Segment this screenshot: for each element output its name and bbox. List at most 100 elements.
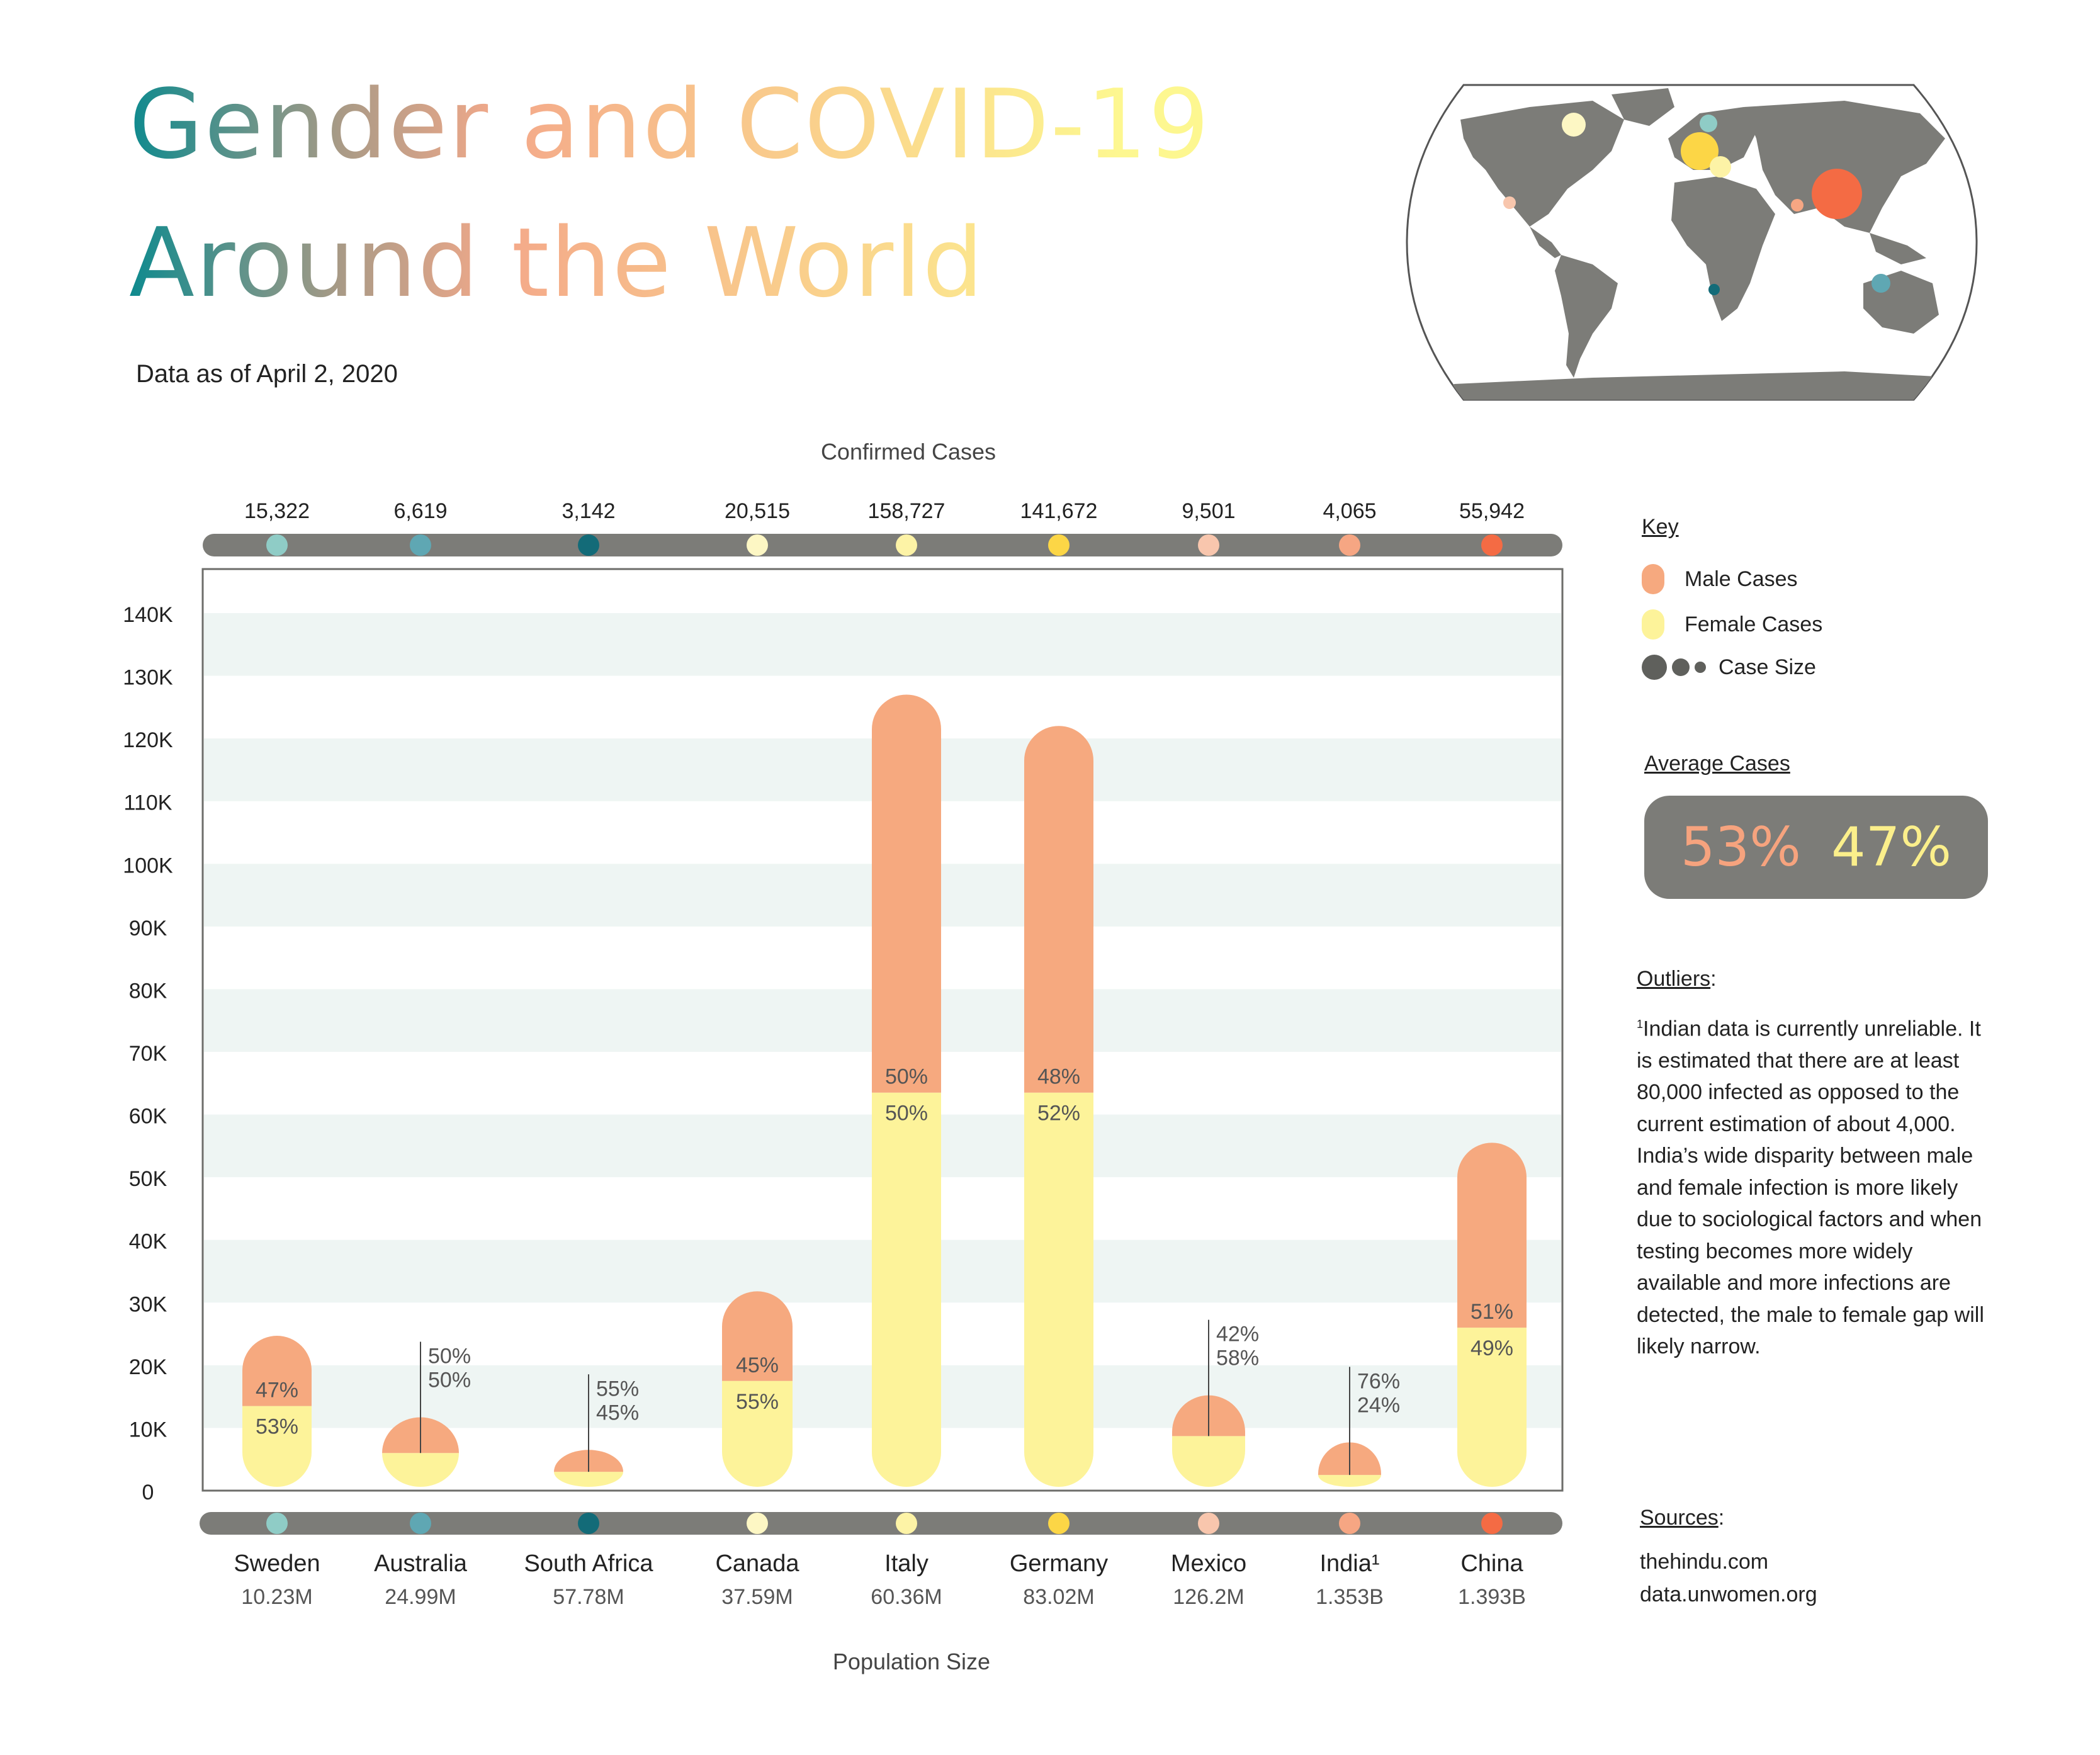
source-link[interactable]: data.unwomen.org bbox=[1640, 1583, 1817, 1606]
case-dot-bottom bbox=[896, 1513, 917, 1534]
y-tick-label: 40K bbox=[129, 1230, 167, 1254]
bar-male-segment bbox=[722, 1291, 793, 1381]
confirmed-cases-label: 9,501 bbox=[1182, 499, 1235, 523]
confirmed-cases-label: 6,619 bbox=[393, 499, 447, 523]
bar-female-segment bbox=[554, 1472, 623, 1487]
outliers-text: Indian data is currently unreliable. It … bbox=[1637, 1017, 1984, 1359]
cases-chart: 0 10K 20K 30K 40K 50K 60K 70K 80K 90K 100K 110K 120K… bbox=[123, 439, 1564, 1674]
country-label: China bbox=[1460, 1550, 1523, 1577]
case-dot-top bbox=[747, 534, 768, 556]
case-dot-bottom bbox=[747, 1513, 768, 1534]
male-pct-label: 50% bbox=[428, 1345, 471, 1368]
land-africa bbox=[1671, 176, 1775, 321]
confirmed-cases-label: 158,727 bbox=[868, 499, 946, 523]
key-case-size-label: Case Size bbox=[1719, 655, 1816, 679]
population-label: 10.23M bbox=[241, 1585, 312, 1609]
female-pct-label: 52% bbox=[1037, 1102, 1080, 1126]
bar-male-segment bbox=[242, 1336, 312, 1406]
case-dot-bottom bbox=[1339, 1513, 1360, 1534]
country-label: South Africa bbox=[524, 1550, 654, 1577]
y-tick-label: 70K bbox=[129, 1042, 167, 1066]
case-dot-bottom bbox=[266, 1513, 288, 1534]
male-pct-label: 45% bbox=[736, 1353, 779, 1377]
population-label: 37.59M bbox=[721, 1585, 793, 1609]
y-tick-label: 30K bbox=[129, 1292, 167, 1316]
land-south-america bbox=[1555, 255, 1618, 378]
outliers-note: 1Indian data is currently unreliable. It… bbox=[1637, 1008, 1989, 1363]
male-pct-label: 50% bbox=[885, 1065, 928, 1089]
source-link[interactable]: thehindu.com bbox=[1640, 1550, 1769, 1574]
map-dot-india bbox=[1791, 199, 1804, 212]
outliers-footnote-mark: 1 bbox=[1637, 1018, 1644, 1030]
female-swatch bbox=[1642, 609, 1664, 640]
population-label: 83.02M bbox=[1023, 1585, 1094, 1609]
map-dot-mexico bbox=[1503, 196, 1516, 209]
population-label: 57.78M bbox=[553, 1585, 624, 1609]
y-tick-label: 90K bbox=[129, 917, 167, 940]
y-tick-label: 20K bbox=[129, 1355, 167, 1379]
case-dot-bottom bbox=[578, 1513, 599, 1534]
confirmed-cases-label: 55,942 bbox=[1459, 499, 1525, 523]
map-dot-canada bbox=[1562, 113, 1586, 137]
male-pct-label: 48% bbox=[1037, 1065, 1080, 1089]
map-dot-china bbox=[1812, 169, 1862, 219]
male-pct-label: 42% bbox=[1216, 1323, 1259, 1346]
map-dot-germany bbox=[1681, 132, 1719, 170]
case-dot-top bbox=[896, 534, 917, 556]
key-case-size-row: Case Size bbox=[1642, 655, 1816, 680]
population-label: 24.99M bbox=[385, 1585, 456, 1609]
y-tick-label: 120K bbox=[123, 728, 173, 752]
country-label: India¹ bbox=[1319, 1550, 1379, 1577]
map-dot-sweden bbox=[1700, 115, 1717, 132]
world-map bbox=[1406, 84, 1978, 401]
bar-male-segment bbox=[1024, 726, 1093, 1093]
land-greenland bbox=[1612, 88, 1674, 126]
key-female-row: Female Cases bbox=[1642, 609, 1822, 640]
y-tick-label: 10K bbox=[129, 1418, 167, 1442]
case-size-medium-dot bbox=[1672, 658, 1690, 676]
key-male-row: Male Cases bbox=[1642, 564, 1798, 594]
case-dot-bottom bbox=[1198, 1513, 1219, 1534]
country-label: Italy bbox=[884, 1550, 929, 1577]
grid-band bbox=[204, 613, 1561, 676]
case-dot-top bbox=[1048, 534, 1070, 556]
case-dot-top bbox=[1481, 534, 1503, 556]
male-swatch bbox=[1642, 564, 1664, 594]
top-axis-title: Confirmed Cases bbox=[821, 439, 996, 465]
key-female-label: Female Cases bbox=[1685, 612, 1823, 636]
country-label: Mexico bbox=[1171, 1550, 1246, 1577]
bar-female-segment bbox=[872, 1092, 941, 1487]
title-line-1: Gender and COVID-19 bbox=[129, 69, 1211, 180]
key-male-label: Male Cases bbox=[1685, 567, 1798, 591]
land-antarctica bbox=[1442, 371, 1970, 400]
confirmed-cases-label: 141,672 bbox=[1020, 499, 1098, 523]
confirmed-cases-label: 3,142 bbox=[562, 499, 615, 523]
average-box: 53% 47% bbox=[1644, 796, 1988, 899]
key-heading: Key bbox=[1642, 515, 1679, 539]
outliers-heading-colon: : bbox=[1710, 967, 1717, 991]
male-pct-label: 51% bbox=[1471, 1300, 1513, 1324]
bar-male-segment bbox=[872, 694, 941, 1093]
map-dot-italy bbox=[1710, 156, 1731, 178]
bar-female-segment bbox=[242, 1406, 312, 1487]
case-dot-top bbox=[266, 534, 288, 556]
confirmed-cases-label: 20,515 bbox=[725, 499, 790, 523]
case-dot-top bbox=[410, 534, 431, 556]
bottom-track bbox=[200, 1512, 1562, 1535]
sources-heading: Sources bbox=[1640, 1506, 1719, 1530]
plot-frame bbox=[201, 568, 1564, 1492]
data-date: Data as of April 2, 2020 bbox=[136, 360, 398, 388]
sources-heading-row: Sources: bbox=[1640, 1506, 2068, 1530]
y-tick-label: 140K bbox=[123, 603, 173, 627]
population-label: 1.393B bbox=[1458, 1585, 1526, 1609]
female-pct-label: 49% bbox=[1471, 1336, 1513, 1360]
country-label: Germany bbox=[1010, 1550, 1108, 1577]
sources-heading-colon: : bbox=[1718, 1506, 1725, 1530]
y-tick-label: 50K bbox=[129, 1167, 167, 1191]
case-dot-bottom bbox=[1048, 1513, 1070, 1534]
confirmed-cases-label: 15,322 bbox=[244, 499, 310, 523]
bar-female-segment bbox=[1318, 1475, 1381, 1487]
case-dot-bottom bbox=[410, 1513, 431, 1534]
y-tick-label: 130K bbox=[123, 666, 173, 690]
country-label: Australia bbox=[374, 1550, 468, 1577]
